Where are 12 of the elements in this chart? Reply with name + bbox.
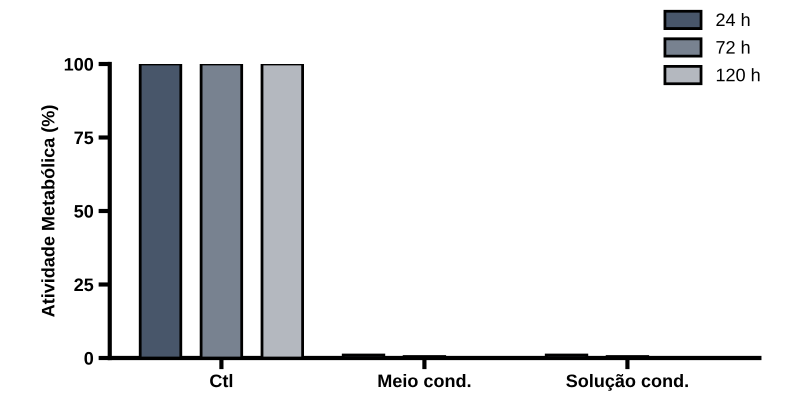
y-tick-label: 0: [84, 352, 94, 365]
legend-label: 24 h: [716, 12, 750, 26]
y-tick-label: 50: [74, 204, 94, 218]
y-tick-label: 25: [74, 278, 94, 292]
x-tick-label: Solução cond.: [566, 374, 688, 391]
x-tick-label: Meio cond.: [378, 374, 470, 388]
y-tick-label: 100: [64, 58, 94, 71]
legend-label: 120 h: [716, 68, 760, 82]
y-axis-title: Atividade Metabólica (%): [41, 106, 58, 317]
legend-label: 72 h: [716, 40, 750, 54]
x-tick-label: Ctl: [210, 374, 232, 388]
y-tick-label: 75: [74, 132, 94, 144]
